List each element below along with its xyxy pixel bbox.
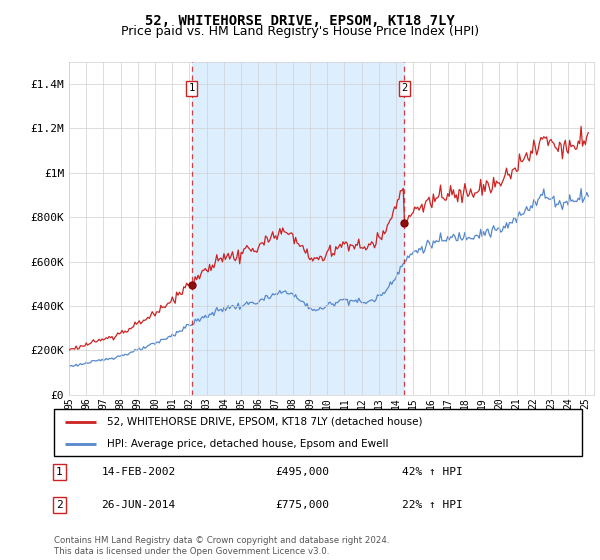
Text: 22% ↑ HPI: 22% ↑ HPI [403, 500, 463, 510]
Bar [191, 62, 404, 395]
Text: £495,000: £495,000 [276, 467, 330, 477]
Text: 2: 2 [401, 83, 407, 94]
Text: 1: 1 [56, 467, 62, 477]
Text: 14-FEB-2002: 14-FEB-2002 [101, 467, 176, 477]
Text: 26-JUN-2014: 26-JUN-2014 [101, 500, 176, 510]
Text: 42% ↑ HPI: 42% ↑ HPI [403, 467, 463, 477]
Text: £775,000: £775,000 [276, 500, 330, 510]
Text: Contains HM Land Registry data © Crown copyright and database right 2024.
This d: Contains HM Land Registry data © Crown c… [54, 536, 389, 556]
Text: 52, WHITEHORSE DRIVE, EPSOM, KT18 7LY (detached house): 52, WHITEHORSE DRIVE, EPSOM, KT18 7LY (d… [107, 417, 422, 427]
Text: 1: 1 [188, 83, 194, 94]
Text: 52, WHITEHORSE DRIVE, EPSOM, KT18 7LY: 52, WHITEHORSE DRIVE, EPSOM, KT18 7LY [145, 14, 455, 28]
Text: HPI: Average price, detached house, Epsom and Ewell: HPI: Average price, detached house, Epso… [107, 438, 388, 449]
Text: Price paid vs. HM Land Registry's House Price Index (HPI): Price paid vs. HM Land Registry's House … [121, 25, 479, 38]
Text: 2: 2 [56, 500, 62, 510]
